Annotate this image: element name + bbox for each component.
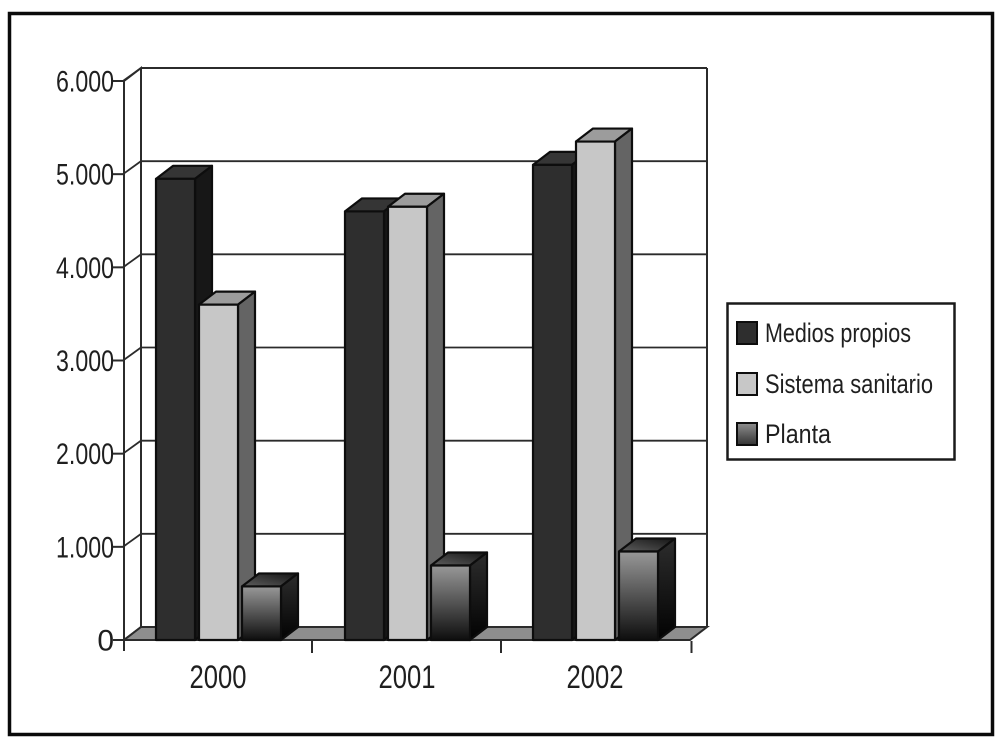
bar-front-face (343, 210, 386, 642)
bar-front-face (531, 163, 574, 642)
bar-sistema-sanitario-2002 (574, 127, 634, 642)
legend-label-sistema-sanitario: Sistema sanitario (765, 369, 933, 399)
bar-front-face (429, 564, 472, 642)
y-tick-elbow (122, 439, 142, 455)
y-tick-elbow (122, 67, 142, 82)
bar-side-face (656, 537, 677, 642)
legend-box (726, 302, 956, 461)
legend-swatch-medios-propios (736, 321, 758, 345)
legend: Medios propios Sistema sanitario Planta (726, 302, 956, 461)
bar-planta-2002 (617, 537, 677, 642)
bar-planta-2000 (240, 572, 300, 642)
y-tick-label: 6.000 (56, 66, 114, 99)
y-tick-elbow (122, 253, 142, 269)
y-tick-label: 5.000 (56, 159, 114, 192)
legend-label-medios-propios: Medios propios (765, 318, 911, 348)
y-tick-label: 4.000 (56, 252, 114, 285)
bar-front-face (197, 303, 240, 642)
y-tick-label: 1.000 (56, 531, 114, 564)
legend-item-planta: Planta (736, 419, 832, 449)
bar-front-face (574, 140, 617, 642)
y-tick-elbow (122, 346, 142, 362)
bar-front-face (386, 205, 429, 642)
y-tick-elbow (122, 533, 142, 548)
x-tick-label: 2001 (379, 659, 436, 695)
bar-front-face (617, 550, 660, 642)
legend-item-sistema-sanitario: Sistema sanitario (736, 369, 933, 399)
bar-side-face (279, 572, 300, 642)
bar-planta-2001 (429, 551, 489, 642)
y-tick-elbow (122, 160, 142, 175)
bar-front-face (154, 177, 197, 642)
bar-sistema-sanitario-2000 (197, 290, 257, 642)
legend-swatch-planta (736, 422, 758, 446)
y-tick-label: 0 (97, 625, 114, 658)
y-tick-label: 3.000 (56, 345, 114, 378)
chart-plot-area: 0 1.000 2.000 3.000 4.000 5.000 6.000 2000 2001 2… (56, 66, 710, 695)
x-tick-label: 2002 (567, 659, 624, 695)
legend-label-planta: Planta (765, 419, 832, 449)
y-tick-label: 2.000 (56, 438, 114, 471)
bar-sistema-sanitario-2001 (386, 192, 446, 642)
bar-side-face (468, 551, 489, 642)
legend-item-medios-propios: Medios propios (736, 318, 911, 348)
legend-swatch-sistema-sanitario (736, 372, 758, 396)
figure-frame (7, 11, 995, 737)
bar-front-face (240, 585, 283, 642)
x-tick-label: 2000 (190, 659, 247, 695)
